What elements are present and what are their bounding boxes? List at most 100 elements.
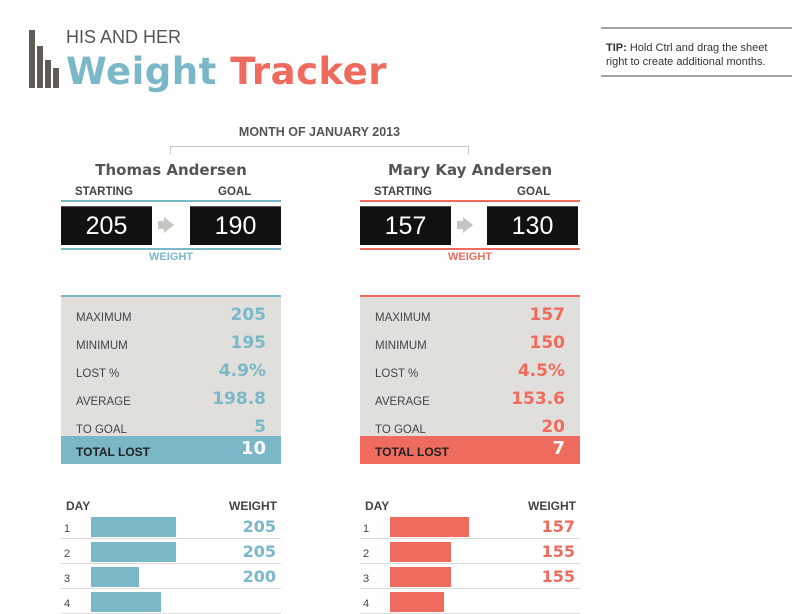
arrow-right-icon [457, 217, 473, 233]
stat-average: AVERAGE 198.8 [61, 386, 281, 414]
weight-bar [91, 517, 176, 537]
stat-label: LOST % [375, 368, 419, 380]
day-number: 2 [363, 548, 370, 560]
day-weight[interactable]: 200 [242, 567, 276, 586]
stat-label: AVERAGE [76, 396, 131, 408]
stat-lost-pct: LOST % 4.5% [360, 358, 580, 386]
stat-maximum: MAXIMUM 157 [360, 302, 580, 330]
divider [360, 295, 580, 297]
total-lost-label: TOTAL LOST [375, 445, 449, 459]
divider [61, 295, 281, 297]
total-lost-value: 7 [552, 438, 565, 459]
day-row[interactable]: 1 157 [360, 515, 580, 539]
starting-label: STARTING [374, 186, 432, 198]
day-row[interactable]: 3 155 [360, 565, 580, 589]
goal-label: GOAL [517, 186, 551, 198]
weight-bar [91, 567, 139, 587]
title-word-weight: Weight [66, 50, 217, 93]
weight-bar [390, 567, 451, 587]
total-lost-value: 10 [240, 438, 266, 459]
day-row[interactable]: 4 [61, 590, 281, 614]
day-weight[interactable]: 157 [541, 517, 575, 536]
his-column: Thomas Andersen STARTING GOAL 205 190 WE… [61, 0, 281, 614]
stat-maximum: MAXIMUM 205 [61, 302, 281, 330]
day-weight[interactable]: 155 [541, 542, 575, 561]
divider [61, 588, 281, 589]
her-name[interactable]: Mary Kay Andersen [387, 161, 553, 179]
divider [360, 200, 580, 202]
stat-label: MAXIMUM [375, 312, 431, 324]
stat-value: 153.6 [511, 389, 565, 409]
day-row[interactable]: 1 205 [61, 515, 281, 539]
day-number: 1 [363, 523, 370, 535]
divider [61, 538, 281, 539]
stat-average: AVERAGE 153.6 [360, 386, 580, 414]
stat-label: AVERAGE [375, 396, 430, 408]
stat-label: MAXIMUM [76, 312, 132, 324]
goal-label: GOAL [218, 186, 252, 198]
stat-value: 198.8 [212, 389, 266, 409]
her-total-lost: TOTAL LOST 7 [360, 436, 580, 464]
day-weight[interactable]: 205 [242, 542, 276, 561]
tip-label: TIP: [606, 42, 627, 54]
divider [360, 538, 580, 539]
month-bracket [170, 146, 469, 154]
day-weight[interactable]: 155 [541, 567, 575, 586]
day-row[interactable]: 3 200 [61, 565, 281, 589]
stat-value: 4.5% [517, 361, 565, 381]
day-number: 3 [64, 573, 71, 585]
weight-header: WEIGHT [229, 499, 277, 513]
stat-value: 4.9% [218, 361, 266, 381]
day-number: 3 [363, 573, 370, 585]
divider [61, 563, 281, 564]
day-row[interactable]: 4 [360, 590, 580, 614]
his-starting-weight[interactable]: 205 [61, 206, 152, 245]
weight-label: WEIGHT [149, 251, 193, 263]
weight-bar [390, 542, 451, 562]
divider [360, 563, 580, 564]
day-row[interactable]: 2 155 [360, 540, 580, 564]
his-total-lost: TOTAL LOST 10 [61, 436, 281, 464]
his-stats-panel: MAXIMUM 205 MINIMUM 195 LOST % 4.9% AVERAGE… [61, 295, 281, 437]
day-header: DAY [365, 499, 390, 513]
stat-value: 5 [254, 417, 266, 437]
stat-label: MINIMUM [76, 340, 128, 352]
weight-header: WEIGHT [528, 499, 576, 513]
stat-value: 150 [529, 333, 566, 353]
stat-value: 195 [230, 333, 267, 353]
logo-bar-chart-icon [29, 30, 59, 88]
weight-bar [390, 592, 444, 612]
stat-label: TO GOAL [375, 424, 426, 436]
weight-label: WEIGHT [448, 251, 492, 263]
stat-minimum: MINIMUM 195 [61, 330, 281, 358]
his-name[interactable]: Thomas Andersen [95, 161, 247, 179]
month-label[interactable]: MONTH OF JANUARY 2013 [238, 125, 401, 139]
divider [360, 588, 580, 589]
page-title: Weight Tracker [66, 50, 387, 93]
stat-label: MINIMUM [375, 340, 427, 352]
stat-lost-pct: LOST % 4.9% [61, 358, 281, 386]
title-word-tracker: Tracker [230, 50, 387, 93]
total-lost-label: TOTAL LOST [76, 445, 150, 459]
day-header: DAY [66, 499, 91, 513]
her-column: Mary Kay Andersen STARTING GOAL 157 130 … [360, 0, 580, 614]
divider [61, 200, 281, 202]
subtitle: HIS AND HER [66, 27, 182, 47]
weight-bar [390, 517, 469, 537]
stat-to-goal: TO GOAL 5 [61, 414, 281, 442]
weight-bar [91, 542, 176, 562]
stat-label: TO GOAL [76, 424, 127, 436]
tip-box: TIP: Hold Ctrl and drag the sheet right … [601, 27, 792, 77]
stat-to-goal: TO GOAL 20 [360, 414, 580, 442]
day-number: 1 [64, 523, 71, 535]
her-starting-weight[interactable]: 157 [360, 206, 451, 245]
day-number: 2 [64, 548, 71, 560]
her-stats-panel: MAXIMUM 157 MINIMUM 150 LOST % 4.5% AVERAGE… [360, 295, 580, 437]
stat-minimum: MINIMUM 150 [360, 330, 580, 358]
starting-label: STARTING [75, 186, 133, 198]
his-goal-weight[interactable]: 190 [190, 206, 281, 245]
day-row[interactable]: 2 205 [61, 540, 281, 564]
her-goal-weight[interactable]: 130 [487, 206, 578, 245]
arrow-right-icon [158, 217, 174, 233]
day-weight[interactable]: 205 [242, 517, 276, 536]
